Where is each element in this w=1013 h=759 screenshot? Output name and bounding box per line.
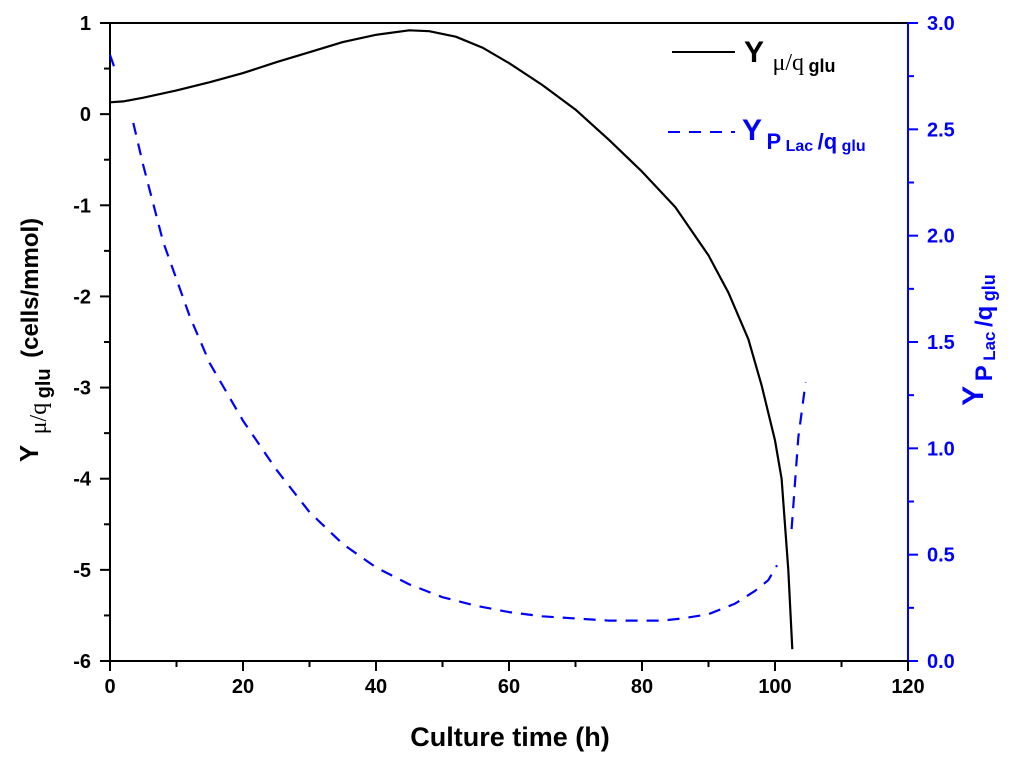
left-y-axis: 1 0 -1 -2 -3 -4 -5 -6 xyxy=(73,13,111,673)
legend-2-subsub: Lac xyxy=(786,138,814,155)
y2-tick-label: 3.0 xyxy=(927,13,955,35)
x-tick-label: 40 xyxy=(365,676,387,698)
y2-axis-label-main: Y xyxy=(957,386,990,406)
x-tick-label: 60 xyxy=(498,676,520,698)
y2-tick-label: 1.5 xyxy=(927,332,955,354)
x-tick-label: 100 xyxy=(758,676,791,698)
y-axis-label-subsub: glu xyxy=(33,368,55,398)
y2-tick-label: 0.0 xyxy=(927,651,955,673)
y2-axis-label-tail: glu xyxy=(979,274,999,301)
y2-axis-label: Y P Lac /q glu xyxy=(957,274,999,405)
right-y-axis: 3.0 2.5 2.0 1.5 1.0 0.5 0.0 xyxy=(907,13,955,673)
lactate-yield-line-segment-1 xyxy=(132,122,778,622)
y-tick-label: -3 xyxy=(73,378,91,400)
y2-axis-label-sub: P xyxy=(971,365,998,381)
y2-tick-label: 1.0 xyxy=(927,438,955,460)
x-axis: 0 20 40 60 80 100 120 xyxy=(104,660,925,698)
y-tick-label: -5 xyxy=(73,560,91,582)
lactate-yield-line-segment-0 xyxy=(108,54,118,75)
y2-tick-label: 2.0 xyxy=(927,226,955,248)
legend: Y μ/q glu Y P Lac /q glu xyxy=(668,36,866,155)
series-layer xyxy=(108,29,807,650)
y-axis-label-sub: μ/q xyxy=(26,403,52,435)
growth-yield-line-segment-0 xyxy=(109,29,794,650)
y2-tick-label: 2.5 xyxy=(927,119,955,141)
y2-axis-label-sep: /q xyxy=(971,306,998,327)
legend-1-sub: μ/q xyxy=(772,50,804,76)
y-tick-label: -1 xyxy=(73,195,91,217)
x-tick-label: 20 xyxy=(232,676,254,698)
y-axis-label: Y μ/q glu (cells/mmol) xyxy=(14,218,55,462)
legend-label-lactate-yield: Y P Lac /q glu xyxy=(742,114,866,155)
legend-2-tail: glu xyxy=(842,138,866,155)
y2-axis-label-subsub: Lac xyxy=(980,332,999,361)
lactate-yield-line-segment-2 xyxy=(790,382,807,530)
legend-2-main: Y xyxy=(742,114,762,147)
x-tick-label: 0 xyxy=(104,676,115,698)
x-axis-label: Culture time (h) xyxy=(410,722,610,752)
x-tick-label: 80 xyxy=(631,676,653,698)
legend-2-sep: /q xyxy=(818,129,838,154)
legend-2-sub: P xyxy=(766,129,781,154)
legend-label-growth-yield: Y μ/q glu xyxy=(744,36,835,76)
y-axis-label-main: Y xyxy=(14,445,44,462)
legend-1-main: Y xyxy=(744,36,764,69)
y-axis-label-unit: (cells/mmol) xyxy=(17,218,44,358)
y-tick-label: 0 xyxy=(80,104,91,126)
x-tick-label: 120 xyxy=(891,676,924,698)
y-tick-label: -4 xyxy=(73,469,92,491)
legend-1-subsub: glu xyxy=(808,56,835,76)
y-tick-label: 1 xyxy=(80,13,91,35)
y-tick-label: -2 xyxy=(73,286,91,308)
y2-tick-label: 0.5 xyxy=(927,545,955,567)
y-tick-label: -6 xyxy=(73,651,91,673)
